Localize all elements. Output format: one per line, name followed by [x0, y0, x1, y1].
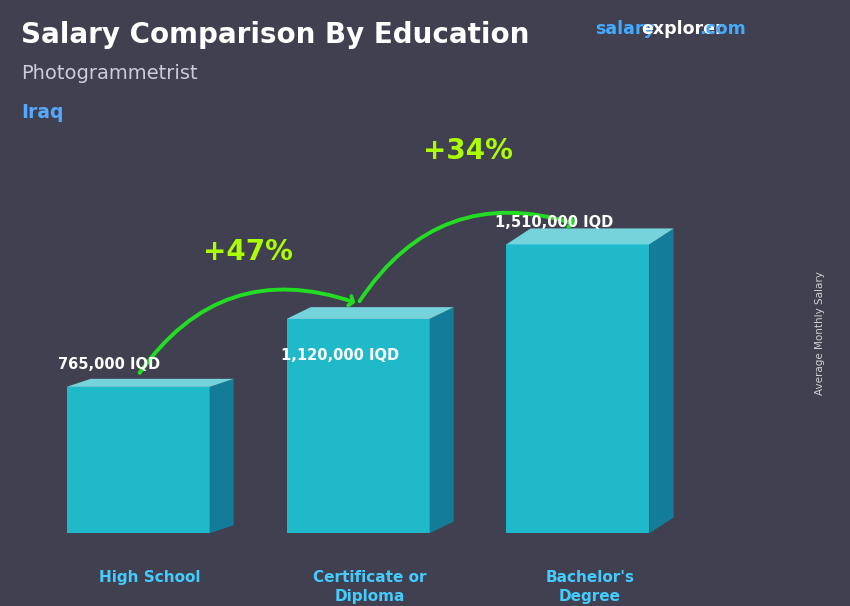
- Text: Average Monthly Salary: Average Monthly Salary: [815, 271, 825, 395]
- Polygon shape: [286, 307, 454, 319]
- Text: Photogrammetrist: Photogrammetrist: [21, 64, 198, 82]
- Text: 1,120,000 IQD: 1,120,000 IQD: [281, 348, 400, 362]
- Text: salary: salary: [595, 20, 654, 38]
- Polygon shape: [429, 307, 454, 533]
- Polygon shape: [66, 379, 234, 387]
- Text: 1,510,000 IQD: 1,510,000 IQD: [496, 215, 614, 230]
- Text: Iraq: Iraq: [21, 103, 64, 122]
- Text: .com: .com: [700, 20, 746, 38]
- Text: 765,000 IQD: 765,000 IQD: [58, 358, 160, 372]
- Text: High School: High School: [99, 570, 201, 585]
- FancyBboxPatch shape: [507, 244, 649, 533]
- Text: Certificate or
Diploma: Certificate or Diploma: [314, 570, 427, 604]
- Polygon shape: [507, 228, 674, 244]
- Text: +34%: +34%: [423, 138, 513, 165]
- FancyBboxPatch shape: [66, 387, 209, 533]
- Text: +47%: +47%: [203, 238, 293, 266]
- Text: explorer: explorer: [641, 20, 723, 38]
- FancyBboxPatch shape: [286, 319, 429, 533]
- Text: Bachelor's
Degree: Bachelor's Degree: [546, 570, 635, 604]
- Text: Salary Comparison By Education: Salary Comparison By Education: [21, 21, 530, 49]
- Polygon shape: [649, 228, 674, 533]
- Polygon shape: [209, 379, 234, 533]
